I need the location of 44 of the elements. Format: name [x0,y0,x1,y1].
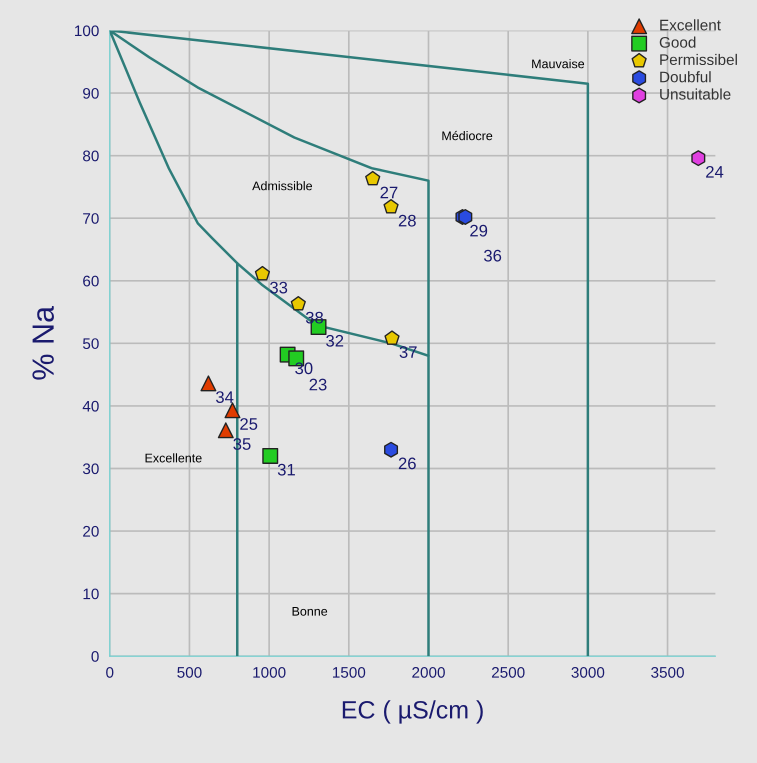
x-tick-label: 3000 [571,667,604,678]
annotation: 24 [706,166,724,178]
legend-label: Excellent [660,19,721,30]
legend-label: Good [660,36,696,48]
y-tick-label: 50 [82,338,99,350]
annotation: 34 [216,391,234,403]
annotation: 28 [398,214,416,227]
annotation: 32 [326,334,344,347]
x-axis-title: EC ( µS/cm ) [342,700,483,724]
annotation: 27 [380,186,398,198]
annotation: 25 [240,418,258,430]
y-tick-label: 60 [83,276,99,286]
y-tick-label: 100 [75,25,99,36]
y-tick-label: 10 [84,588,99,600]
annotation: 29 [470,224,488,237]
x-tick-label: 2000 [412,667,445,678]
annotation: 23 [310,378,327,390]
legend-label: Unsuitable [660,88,731,100]
y-tick-label: 40 [82,400,99,412]
x-tick-label: 1500 [332,667,366,678]
annotation: 30 [295,362,312,374]
legend-label: Permissibel [660,54,737,66]
annotation: Médiocre [442,130,492,140]
annotation: 31 [278,464,295,476]
annotation: 33 [270,282,288,294]
y-tick-label: 0 [91,651,99,662]
y-tick-label: 20 [83,526,99,537]
x-tick-label: 3500 [651,667,684,678]
annotation: Bonne [292,607,328,616]
y-axis-title: % Na [32,306,54,380]
x-tick-label: 0 [106,667,114,678]
annotation: 36 [484,250,502,262]
annotation: 26 [398,458,416,470]
y-tick-label: 90 [83,88,99,99]
legend-label: Doubful [660,71,711,82]
x-tick-label: 500 [177,667,202,678]
y-tick-label: 80 [83,150,99,162]
annotation: Admissible [252,181,312,190]
y-tick-label: 70 [83,213,99,224]
y-tick-label: 30 [82,463,99,474]
x-tick-label: 2500 [492,667,525,678]
annotation: Excellente [146,453,202,462]
annotation: Mauvaise [532,59,584,68]
x-tick-label: 1000 [253,667,286,678]
